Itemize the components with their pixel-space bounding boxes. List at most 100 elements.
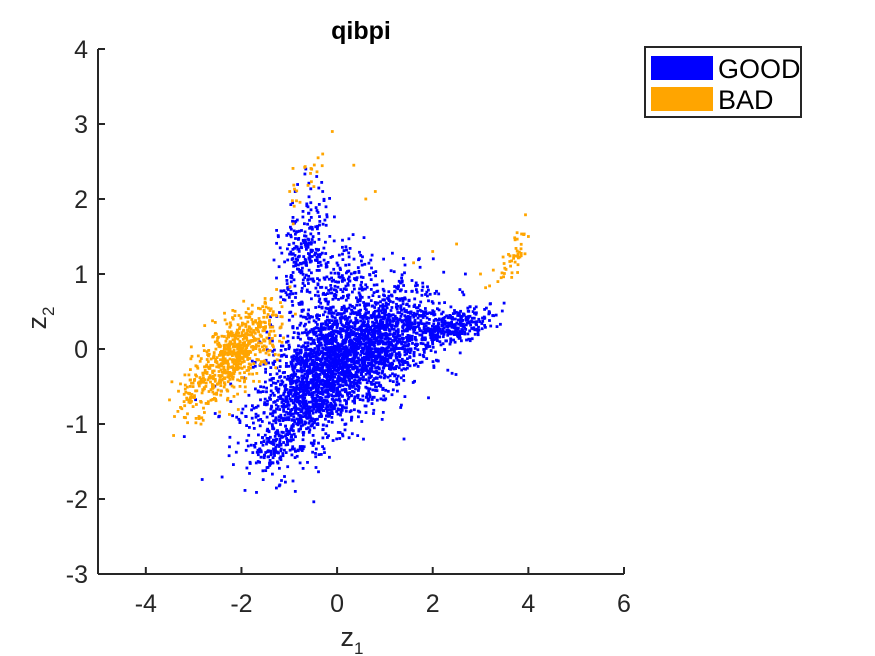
data-point [301, 467, 305, 470]
data-point [312, 185, 316, 188]
data-point [297, 229, 301, 233]
data-point [326, 411, 330, 415]
data-point [364, 283, 368, 287]
data-point [460, 315, 464, 318]
data-point [213, 321, 217, 324]
data-point [203, 411, 206, 414]
data-point [368, 348, 371, 351]
data-point [307, 407, 310, 410]
data-point [274, 416, 278, 420]
data-point [331, 384, 334, 388]
data-point [301, 438, 305, 442]
data-point [252, 406, 256, 410]
data-point [314, 357, 318, 361]
data-point [440, 324, 444, 328]
data-point [360, 331, 363, 334]
data-point [306, 391, 309, 395]
data-point [370, 365, 374, 369]
data-point [428, 318, 431, 321]
data-point [297, 263, 300, 267]
data-point [359, 275, 363, 279]
data-point [334, 360, 338, 364]
data-point [365, 352, 368, 356]
data-point [359, 325, 363, 328]
data-point [334, 296, 337, 300]
data-point [277, 353, 281, 357]
data-point [367, 342, 371, 345]
data-point [231, 354, 234, 357]
data-point [333, 362, 337, 365]
data-point [200, 478, 204, 481]
data-point [352, 359, 356, 363]
data-point [327, 289, 330, 292]
data-point [450, 325, 454, 329]
data-point [291, 325, 295, 329]
data-point [314, 405, 317, 408]
data-point [291, 219, 294, 223]
data-point [252, 362, 256, 366]
data-point [321, 190, 325, 193]
data-point [389, 348, 393, 352]
data-point [331, 412, 334, 416]
data-point [295, 218, 299, 222]
data-point [341, 432, 344, 436]
data-point [204, 381, 208, 385]
data-point [320, 285, 324, 289]
data-point [259, 398, 262, 402]
data-point [241, 407, 245, 411]
data-point [322, 246, 326, 250]
data-point [273, 348, 276, 352]
data-point [346, 327, 350, 331]
data-point [353, 397, 356, 401]
data-point [374, 366, 377, 370]
data-point [459, 309, 462, 313]
data-point [516, 263, 520, 267]
data-point [285, 377, 289, 381]
data-point [340, 329, 344, 333]
data-point [226, 367, 230, 371]
data-point [341, 296, 345, 300]
data-point [419, 321, 422, 325]
data-point [474, 322, 478, 326]
data-point [364, 287, 367, 291]
data-point [380, 333, 384, 337]
data-point [323, 298, 327, 301]
data-point [297, 352, 300, 355]
data-point [198, 359, 202, 363]
data-point [291, 388, 295, 392]
data-point [293, 374, 297, 377]
data-point [343, 278, 346, 282]
data-point [263, 397, 267, 401]
data-point [412, 315, 416, 319]
data-point [372, 314, 376, 318]
data-point [327, 300, 330, 304]
data-point [248, 357, 252, 360]
data-point [191, 381, 195, 385]
data-point [431, 250, 435, 253]
data-point [361, 348, 364, 351]
data-point [352, 271, 356, 275]
data-point [457, 322, 460, 326]
data-point [405, 322, 409, 326]
data-point [438, 335, 441, 339]
data-point [309, 362, 312, 366]
data-point [362, 368, 366, 371]
data-point [303, 415, 307, 418]
data-point [294, 237, 297, 240]
data-point [397, 382, 401, 386]
data-point [340, 418, 344, 422]
data-point [292, 418, 296, 422]
data-point [261, 390, 265, 393]
data-point [302, 445, 306, 449]
data-point [370, 330, 374, 334]
data-point [431, 342, 435, 346]
data-point [309, 378, 313, 382]
data-point [389, 269, 393, 273]
data-point [283, 413, 287, 417]
data-point [296, 230, 299, 233]
data-point [344, 360, 347, 364]
data-point [299, 414, 302, 418]
data-point [484, 325, 487, 329]
data-point [383, 324, 386, 327]
data-point [281, 454, 285, 458]
